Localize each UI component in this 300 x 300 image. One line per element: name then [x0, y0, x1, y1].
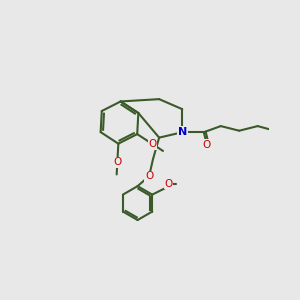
Text: O: O [113, 157, 122, 167]
Text: O: O [148, 139, 157, 149]
Text: O: O [203, 140, 211, 150]
Text: N: N [178, 127, 187, 137]
Text: O: O [165, 179, 173, 189]
Text: O: O [145, 171, 153, 181]
